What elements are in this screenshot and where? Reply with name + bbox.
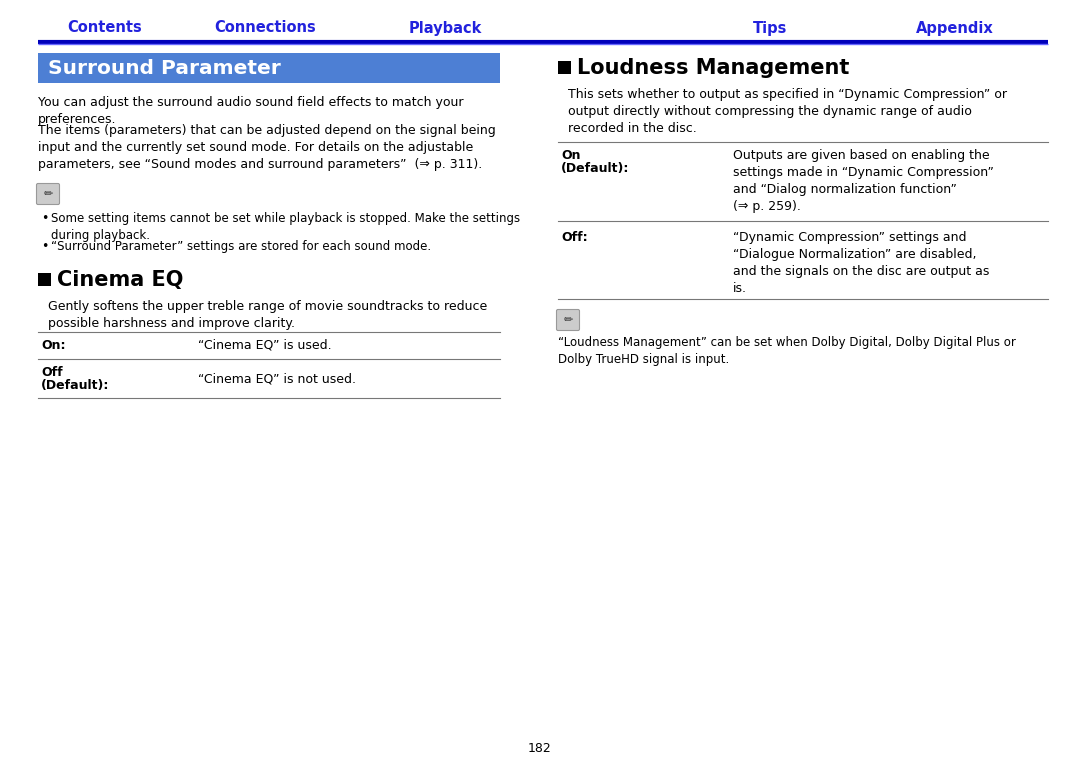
Text: •: • [41,212,49,225]
Text: “Dynamic Compression” settings and
“Dialogue Normalization” are disabled,
and th: “Dynamic Compression” settings and “Dial… [733,231,989,295]
Text: Off:: Off: [561,231,588,244]
Text: •: • [41,240,49,253]
Text: Tips: Tips [753,21,787,36]
Text: ✏: ✏ [43,189,53,199]
Text: Appendix: Appendix [916,21,994,36]
FancyBboxPatch shape [556,310,580,330]
Text: On: On [561,149,581,162]
Text: You can adjust the surround audio sound field effects to match your
preferences.: You can adjust the surround audio sound … [38,96,463,126]
Text: “Cinema EQ” is used.: “Cinema EQ” is used. [198,339,332,352]
Text: Connections: Connections [214,21,315,36]
Text: Off: Off [41,366,63,379]
Text: Playback: Playback [408,21,482,36]
Text: On:: On: [41,339,66,352]
Text: Loudness Management: Loudness Management [577,58,849,78]
Text: 182: 182 [528,741,552,754]
Text: This sets whether to output as specified in “Dynamic Compression” or
output dire: This sets whether to output as specified… [568,88,1007,135]
Text: “Surround Parameter” settings are stored for each sound mode.: “Surround Parameter” settings are stored… [51,240,431,253]
Text: Cinema EQ: Cinema EQ [57,270,184,290]
Text: “Loudness Management” can be set when Dolby Digital, Dolby Digital Plus or
Dolby: “Loudness Management” can be set when Do… [558,336,1016,366]
Text: (Default):: (Default): [41,379,109,392]
Text: Outputs are given based on enabling the
settings made in “Dynamic Compression”
a: Outputs are given based on enabling the … [733,149,994,213]
Bar [558,61,571,74]
Text: The items (parameters) that can be adjusted depend on the signal being
input and: The items (parameters) that can be adjus… [38,124,496,171]
Bar [38,53,500,83]
FancyBboxPatch shape [37,183,59,205]
Text: Contents: Contents [68,21,143,36]
Text: “Cinema EQ” is not used.: “Cinema EQ” is not used. [198,372,356,385]
Text: Gently softens the upper treble range of movie soundtracks to reduce
possible ha: Gently softens the upper treble range of… [48,300,487,330]
Text: ✏: ✏ [564,315,572,325]
Text: Some setting items cannot be set while playback is stopped. Make the settings
du: Some setting items cannot be set while p… [51,212,521,242]
Bar [38,273,51,286]
Text: (Default):: (Default): [561,162,630,175]
Text: Surround Parameter: Surround Parameter [48,59,281,78]
